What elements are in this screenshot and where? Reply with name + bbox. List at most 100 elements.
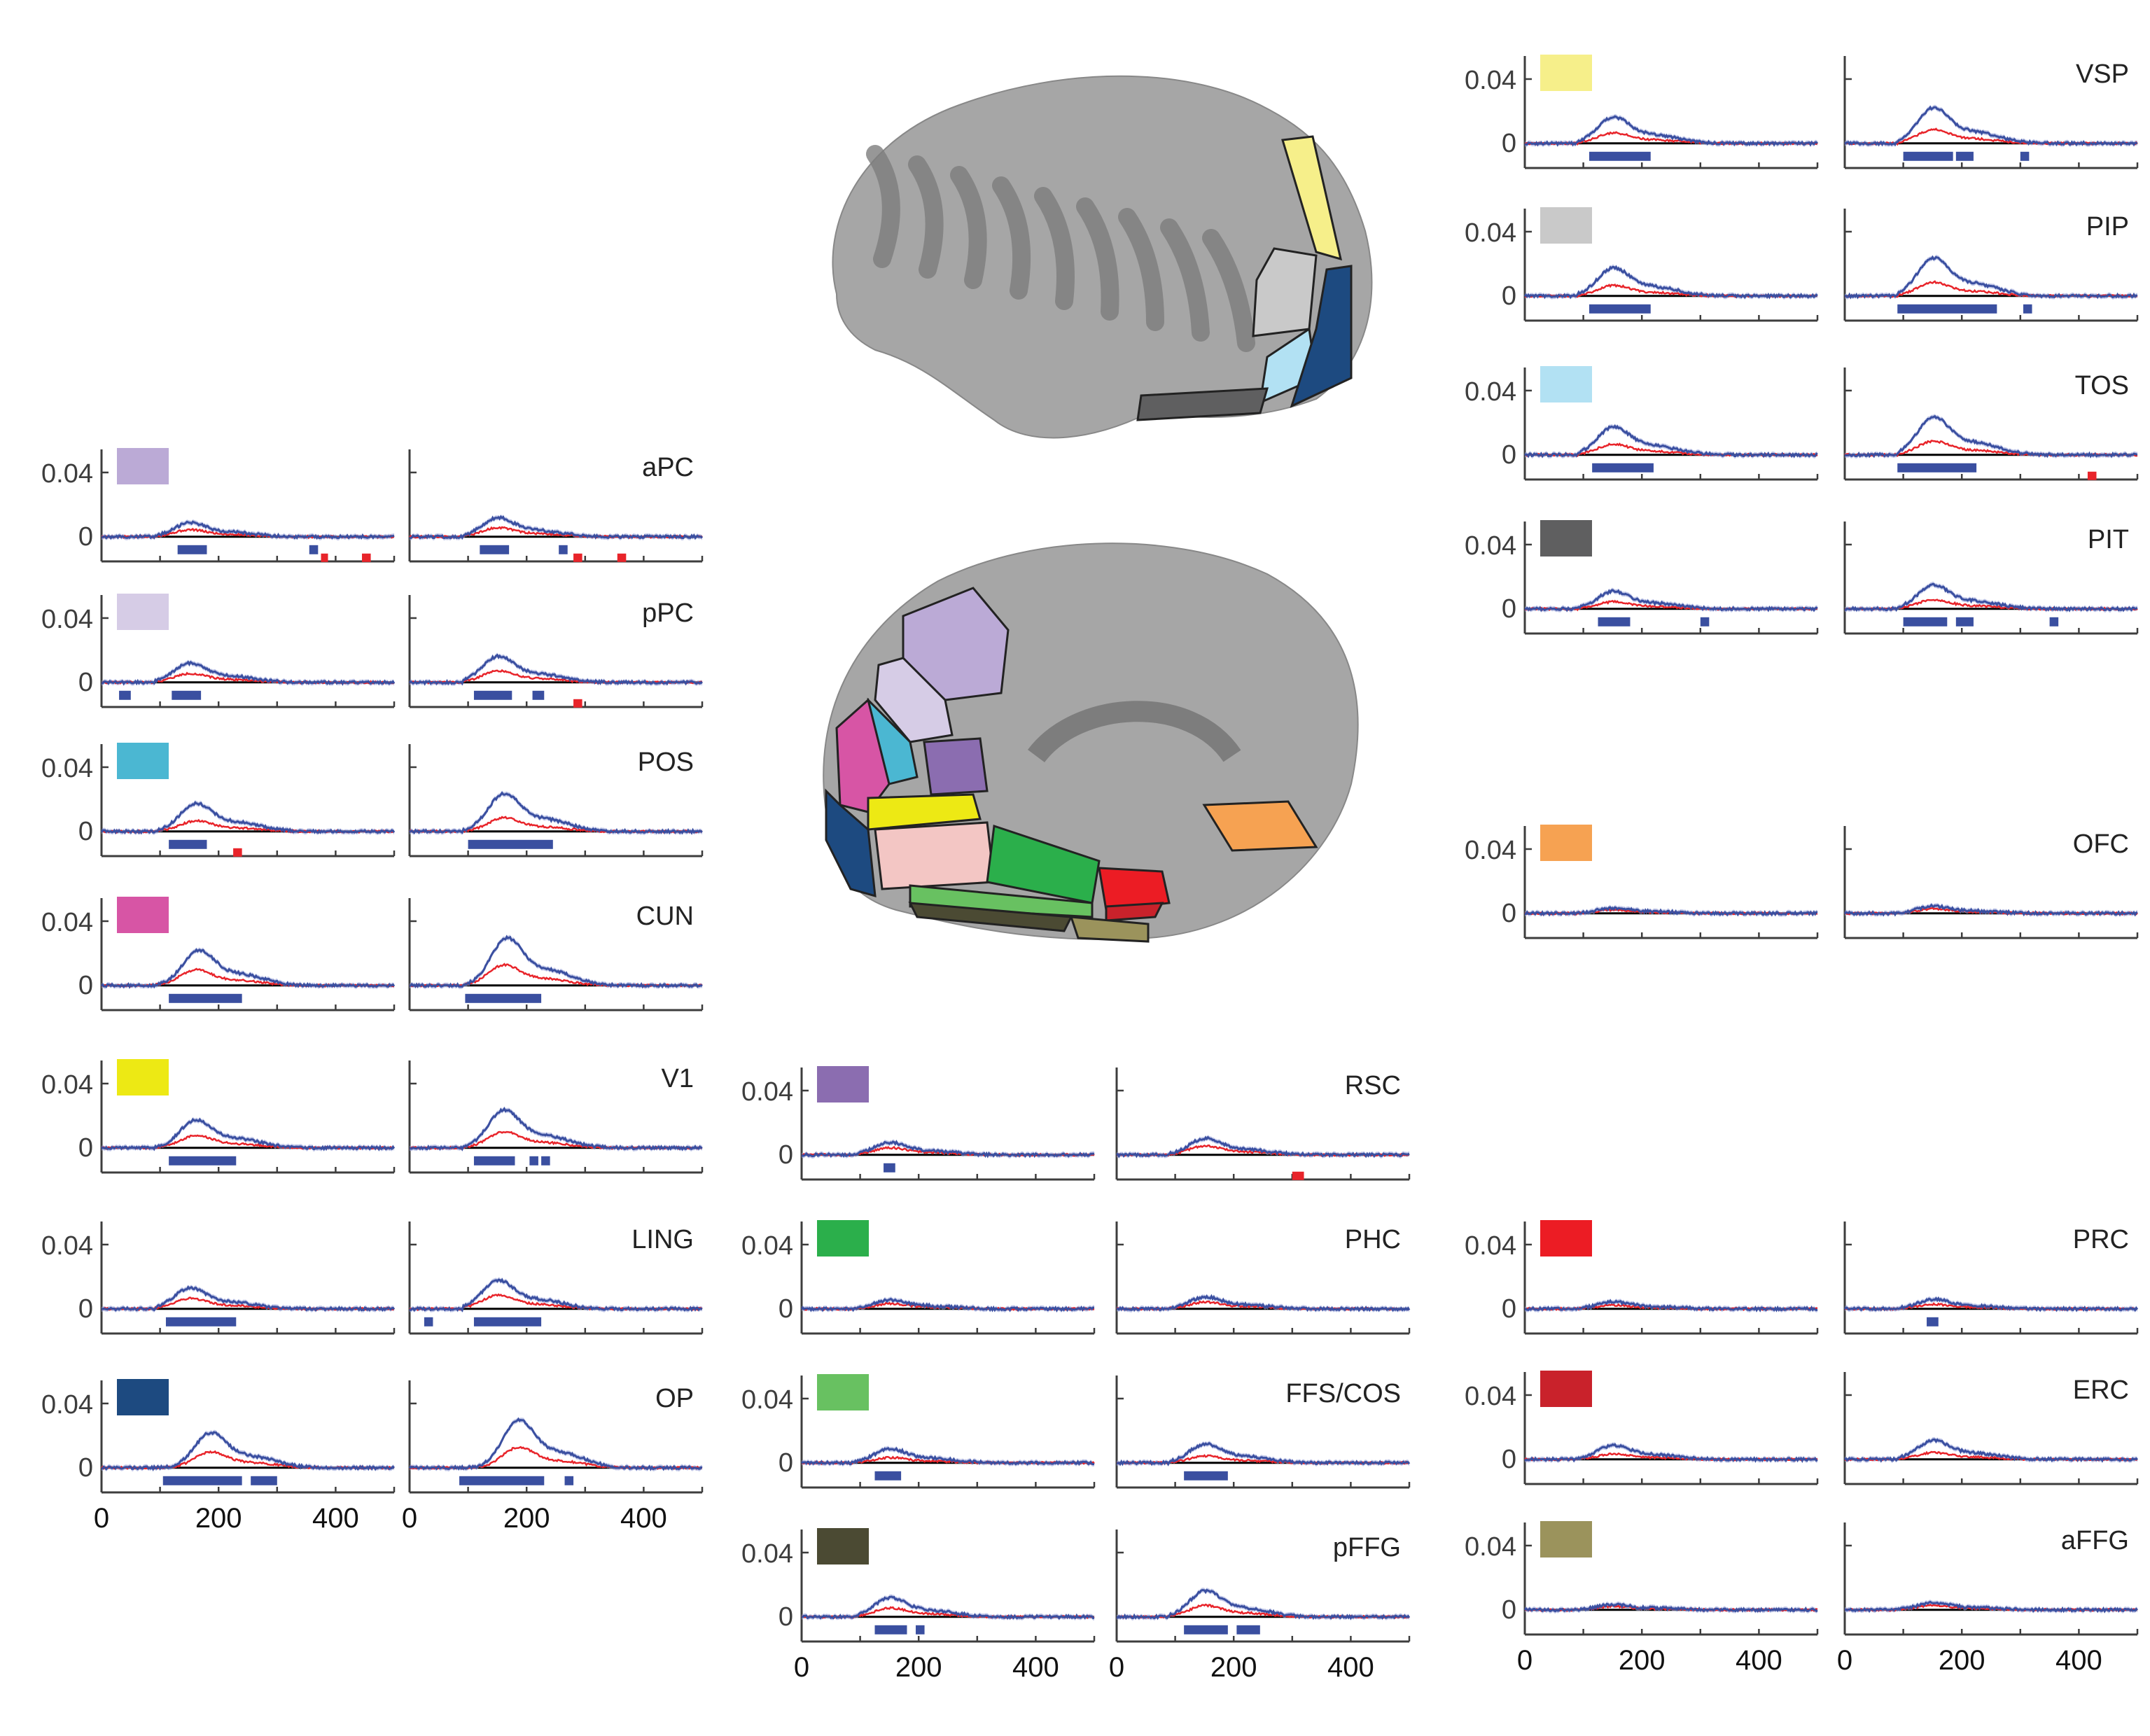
- panel-rsc-left: 00.04: [741, 1066, 1096, 1181]
- y-tick-label-0: 0: [1502, 129, 1516, 158]
- sulcus: [1202, 229, 1255, 352]
- pit-region: [1136, 387, 1269, 421]
- blue-series-line: [101, 1431, 396, 1472]
- y-tick-label-0: 0: [779, 1448, 793, 1478]
- panel-prc-right: PRC: [1843, 1222, 2139, 1335]
- y-tick-label-0: 0: [1502, 1445, 1516, 1474]
- blue-significance-bar: [564, 1476, 574, 1485]
- blue-significance-bar: [916, 1625, 925, 1634]
- blue-confidence-band: [102, 947, 394, 990]
- blue-significance-bar: [1598, 617, 1631, 626]
- blue-significance-bar: [2023, 304, 2032, 314]
- blue-significance-bar: [1903, 617, 1948, 626]
- region-color-swatch: [1540, 55, 1592, 91]
- y-tick-label-004: 0.04: [741, 1077, 793, 1107]
- affg-region: [1069, 916, 1150, 943]
- blue-significance-bar: [1184, 1625, 1228, 1634]
- blue-series-line: [1524, 115, 1818, 147]
- panel-ofc-right: OFC: [1843, 826, 2139, 939]
- op-medial-region: [825, 788, 877, 898]
- panel-pip-right: PIP: [1843, 209, 2139, 322]
- y-tick-label-004: 0.04: [41, 1390, 93, 1420]
- y-tick-label-004: 0.04: [41, 1231, 93, 1261]
- region-color-swatch: [117, 448, 169, 484]
- blue-significance-bar: [480, 545, 510, 554]
- blue-series-line: [409, 514, 704, 540]
- blue-significance-bar: [473, 1317, 542, 1326]
- blue-series-line: [408, 653, 703, 686]
- region-label: TOS: [2075, 371, 2129, 400]
- blue-significance-bar: [473, 690, 512, 700]
- blue-series-line: [409, 1107, 703, 1152]
- blue-series-line: [1523, 1602, 1818, 1613]
- blue-significance-bar: [309, 545, 319, 554]
- panel-v1-left: 00.04: [41, 1059, 396, 1174]
- blue-series-line: [409, 791, 703, 835]
- region-color-swatch: [1540, 1371, 1592, 1407]
- blue-series-line: [1843, 1296, 2139, 1312]
- y-tick-label-004: 0.04: [41, 908, 93, 937]
- panel-cun-right: CUN: [408, 898, 704, 1011]
- region-color-swatch: [817, 1220, 869, 1256]
- panel-affg-right: aFFG 0 200 400: [1837, 1522, 2139, 1676]
- blue-series-line: [100, 948, 396, 989]
- y-tick-label-004: 0.04: [1465, 1382, 1516, 1411]
- blue-series-line: [801, 1595, 1095, 1620]
- blue-series-line: [100, 801, 396, 835]
- blue-significance-bar: [162, 1476, 242, 1485]
- blue-series-line: [1524, 1443, 1818, 1463]
- sulcus: [1160, 218, 1210, 342]
- region-label: PIP: [2086, 212, 2129, 241]
- x-tick-label: 400: [620, 1503, 667, 1534]
- panel-pffg-right: pFFG 0 200 400: [1109, 1530, 1411, 1683]
- region-label: V1: [662, 1064, 694, 1093]
- y-tick-label-0: 0: [78, 1294, 93, 1324]
- x-tick-label: 0: [1517, 1645, 1533, 1676]
- blue-significance-bar: [165, 1317, 237, 1326]
- vsp-region: [1281, 135, 1343, 261]
- region-label: PHC: [1345, 1225, 1401, 1254]
- blue-significance-bar: [169, 1156, 237, 1166]
- blue-significance-bar: [169, 993, 242, 1003]
- blue-series-line: [101, 1285, 396, 1312]
- blue-significance-bar: [424, 1317, 433, 1326]
- brain-lateral-view: [832, 75, 1373, 439]
- corpus-callosum-sulcus: [1028, 701, 1241, 763]
- blue-series-line: [101, 1117, 396, 1152]
- blue-significance-bar: [1927, 1317, 1939, 1326]
- y-tick-label-0: 0: [78, 817, 93, 846]
- blue-significance-bar: [529, 1156, 538, 1166]
- panel-apc-right: aPC: [408, 449, 704, 563]
- panel-erc-left: 00.04: [1465, 1371, 1819, 1485]
- blue-series-line: [1524, 906, 1818, 917]
- panel-phc-left: 00.04: [741, 1220, 1096, 1335]
- red-series-line: [409, 962, 703, 988]
- panel-pip-left: 00.04: [1465, 207, 1819, 322]
- blue-significance-bar: [465, 993, 542, 1003]
- region-color-swatch: [817, 1066, 869, 1102]
- panel-vsp-right: VSP: [1843, 56, 2139, 169]
- blue-series-line: [1844, 1438, 2139, 1463]
- panel-cun-left: 00.04: [41, 897, 396, 1011]
- panel-rsc-right: RSC: [1115, 1068, 1411, 1181]
- brain-medial-view: [823, 542, 1359, 943]
- blue-series-line: [1524, 1298, 1818, 1312]
- blue-series-line: [1523, 265, 1818, 300]
- x-tick-label: 400: [1736, 1645, 1782, 1676]
- region-color-swatch: [1540, 1521, 1592, 1558]
- panel-pit-right: PIT: [1843, 522, 2139, 635]
- blue-series-line: [408, 1418, 703, 1471]
- y-tick-label-004: 0.04: [1465, 836, 1516, 865]
- region-label: pFFG: [1333, 1533, 1401, 1562]
- region-color-swatch: [117, 743, 169, 779]
- sulcus: [866, 145, 900, 268]
- region-color-swatch: [1540, 520, 1592, 556]
- panel-prc-left: 00.04: [1465, 1220, 1819, 1335]
- blue-confidence-band: [1845, 1436, 2137, 1464]
- v1-region: [867, 793, 982, 831]
- panel-ling-left: 00.04: [41, 1222, 396, 1335]
- y-tick-label-0: 0: [78, 1453, 93, 1483]
- panel-apc-left: 00.04: [41, 448, 396, 563]
- x-tick-label: 400: [312, 1503, 359, 1534]
